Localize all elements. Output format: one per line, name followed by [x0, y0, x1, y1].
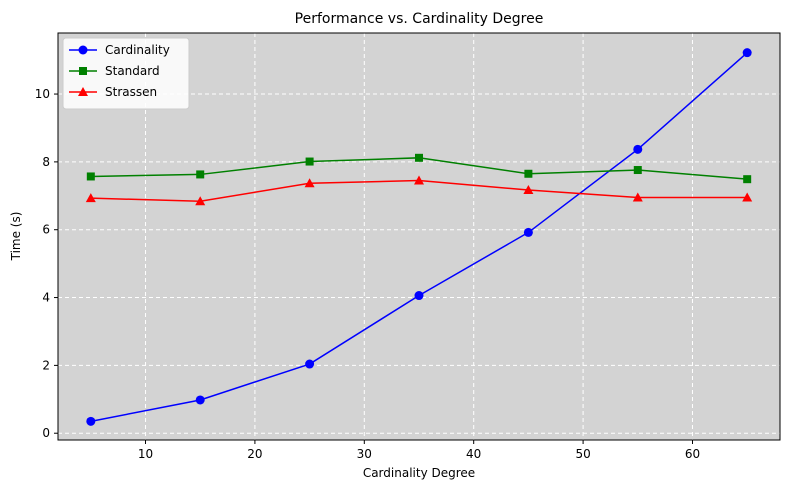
x-tick-label: 10	[138, 447, 153, 461]
x-tick-label: 40	[466, 447, 481, 461]
data-point-standard	[743, 175, 752, 184]
plot-frame	[57, 32, 781, 441]
legend-marker-strassen	[78, 87, 88, 96]
data-point-strassen	[742, 192, 753, 202]
data-point-cardinality	[195, 395, 205, 405]
series-layer	[85, 48, 753, 426]
legend-marker-cardinality	[78, 45, 88, 55]
legend-label-standard: Standard	[105, 64, 160, 78]
data-point-standard	[86, 172, 95, 181]
data-point-cardinality	[742, 48, 752, 58]
y-tick-label: 8	[42, 155, 50, 169]
data-point-strassen	[195, 196, 206, 206]
data-point-standard	[524, 169, 533, 178]
y-tick-label: 6	[42, 223, 50, 237]
data-point-cardinality	[414, 291, 424, 301]
data-point-strassen	[304, 178, 315, 188]
series-standard	[86, 153, 752, 184]
legend-marker-standard	[79, 67, 87, 75]
data-point-standard	[196, 170, 205, 179]
data-point-cardinality	[633, 144, 643, 154]
data-point-strassen	[414, 175, 424, 185]
x-tick-label: 50	[575, 447, 590, 461]
x-tick-label: 60	[685, 447, 700, 461]
legend-label-cardinality: Cardinality	[105, 43, 170, 57]
data-point-strassen	[85, 193, 96, 203]
data-point-strassen	[632, 192, 643, 202]
y-axis-label: Time (s)	[9, 212, 23, 262]
x-tick-label: 20	[247, 447, 262, 461]
legend-label-strassen: Strassen	[105, 85, 157, 99]
ticks: 10 20 30 40 50 60 0 2 4 6 8 10	[35, 87, 700, 461]
data-point-cardinality	[305, 359, 315, 369]
x-tick-label: 30	[357, 447, 372, 461]
data-point-standard	[415, 153, 423, 162]
data-point-standard	[305, 157, 314, 166]
data-point-cardinality	[523, 227, 533, 237]
series-strassen	[85, 175, 753, 206]
data-point-strassen	[523, 185, 534, 195]
chart-title: Performance vs. Cardinality Degree	[295, 11, 544, 27]
legend: Cardinality Standard Strassen	[62, 37, 190, 110]
series-cardinality	[86, 48, 752, 426]
data-point-standard	[633, 166, 642, 175]
y-tick-label: 2	[42, 358, 50, 372]
y-tick-label: 10	[35, 87, 50, 101]
y-tick-label: 4	[42, 291, 50, 305]
data-point-cardinality	[86, 416, 96, 426]
y-tick-label: 0	[42, 426, 50, 440]
x-axis-label: Cardinality Degree	[363, 466, 475, 480]
